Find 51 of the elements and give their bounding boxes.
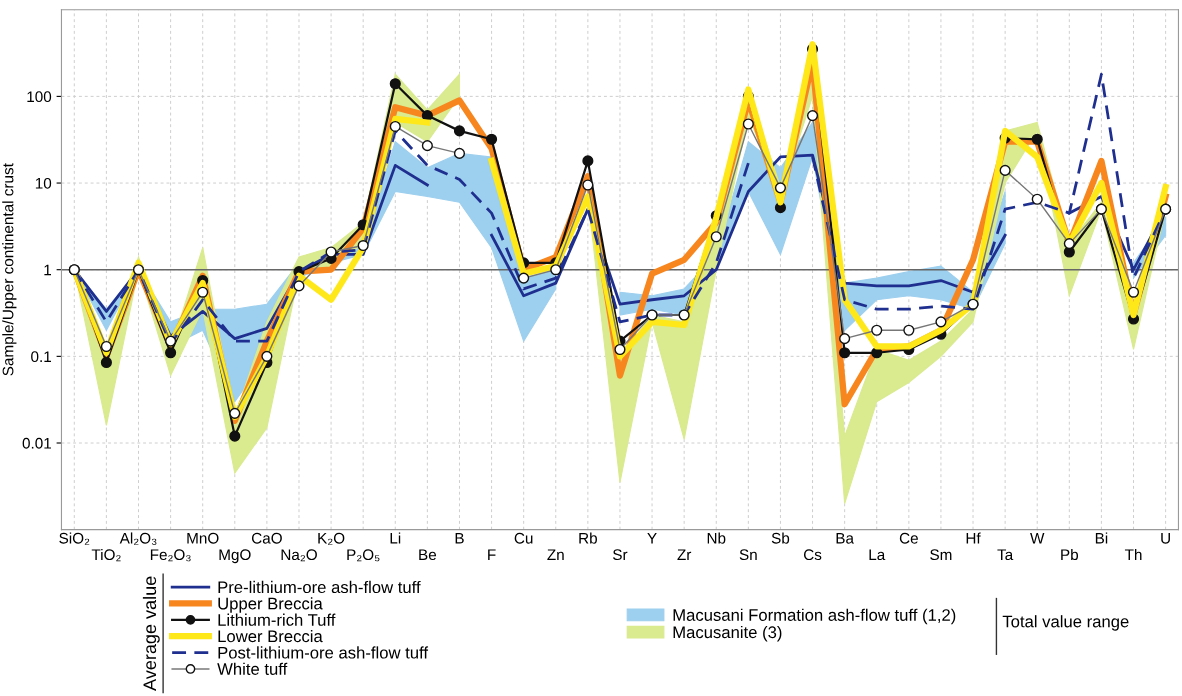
x-tick-label: CaO [251,532,282,544]
x-tick-label: U [1161,532,1170,544]
x-tick-label: Sm [930,549,952,561]
x-tick-label: Na₂O [281,549,317,562]
x-tick-label: TiO₂ [91,548,121,562]
x-tick-label: Sb [771,532,790,544]
x-tick-label: Cu [514,532,533,544]
x-tick-label: Al₂O₃ [119,532,157,545]
x-tick-label: Nb [707,532,726,544]
x-tick-label: Ta [997,549,1014,561]
x-tick-label: B [455,532,464,544]
legend-label: Lower Breccia [218,629,323,643]
y-tick-label: 100 [27,91,52,103]
x-tick-label: Fe₂O₃ [150,549,191,562]
text: Total value range [1002,615,1129,631]
legend-title: Average value [142,576,160,691]
legend-label: Macusanite (3) [673,625,782,642]
x-tick-label: F [488,549,496,560]
x-tick-label: Ce [899,532,918,544]
legend-label: White tuff [217,662,288,675]
y-tick-label: 10 [35,177,52,189]
y-tick-label: 0.01 [22,437,51,449]
x-tick-label: MgO [219,549,251,564]
x-tick-label: Rb [579,532,597,544]
legend-label: Pre-lithium-ore ash-flow tuff [218,580,421,594]
x-tick-label: K₂O [318,532,345,545]
x-tick-label: Zn [547,549,564,560]
legend-label: Macusani Formation ash-flow tuff (1,2) [673,608,956,625]
x-tick-label: Sn [739,549,757,561]
legend-label: Lithium-rich Tuff [218,613,336,626]
legend-label: Post-lithium-ore ash-flow tuff [218,646,429,659]
x-tick-label: P₂O₅ [347,549,380,562]
x-tick-label: Y [647,532,657,544]
x-tick-label: Th [1124,548,1142,560]
x-tick-label: SiO₂ [59,532,90,545]
x-tick-label: Cs [803,549,822,561]
y-tick-label: 1 [44,264,51,276]
x-tick-label: Hf [966,532,981,544]
y-axis-title: Sample/Upper continental crust [2,163,17,376]
legend-label: Upper Breccia [218,597,323,613]
x-tick-label: Ba [836,532,854,544]
x-tick-label: Sr [613,549,628,561]
x-tick-label: MnO [187,532,219,544]
x-tick-label: Bi [1095,532,1108,544]
x-tick-label: Zr [677,549,692,560]
x-tick-label: Li [390,532,401,544]
x-tick-label: Be [419,549,437,561]
x-tick-label: W [1030,532,1045,544]
y-tick-label: 0.1 [31,351,51,363]
x-tick-label: La [869,549,886,561]
x-tick-label: Pb [1061,548,1079,561]
